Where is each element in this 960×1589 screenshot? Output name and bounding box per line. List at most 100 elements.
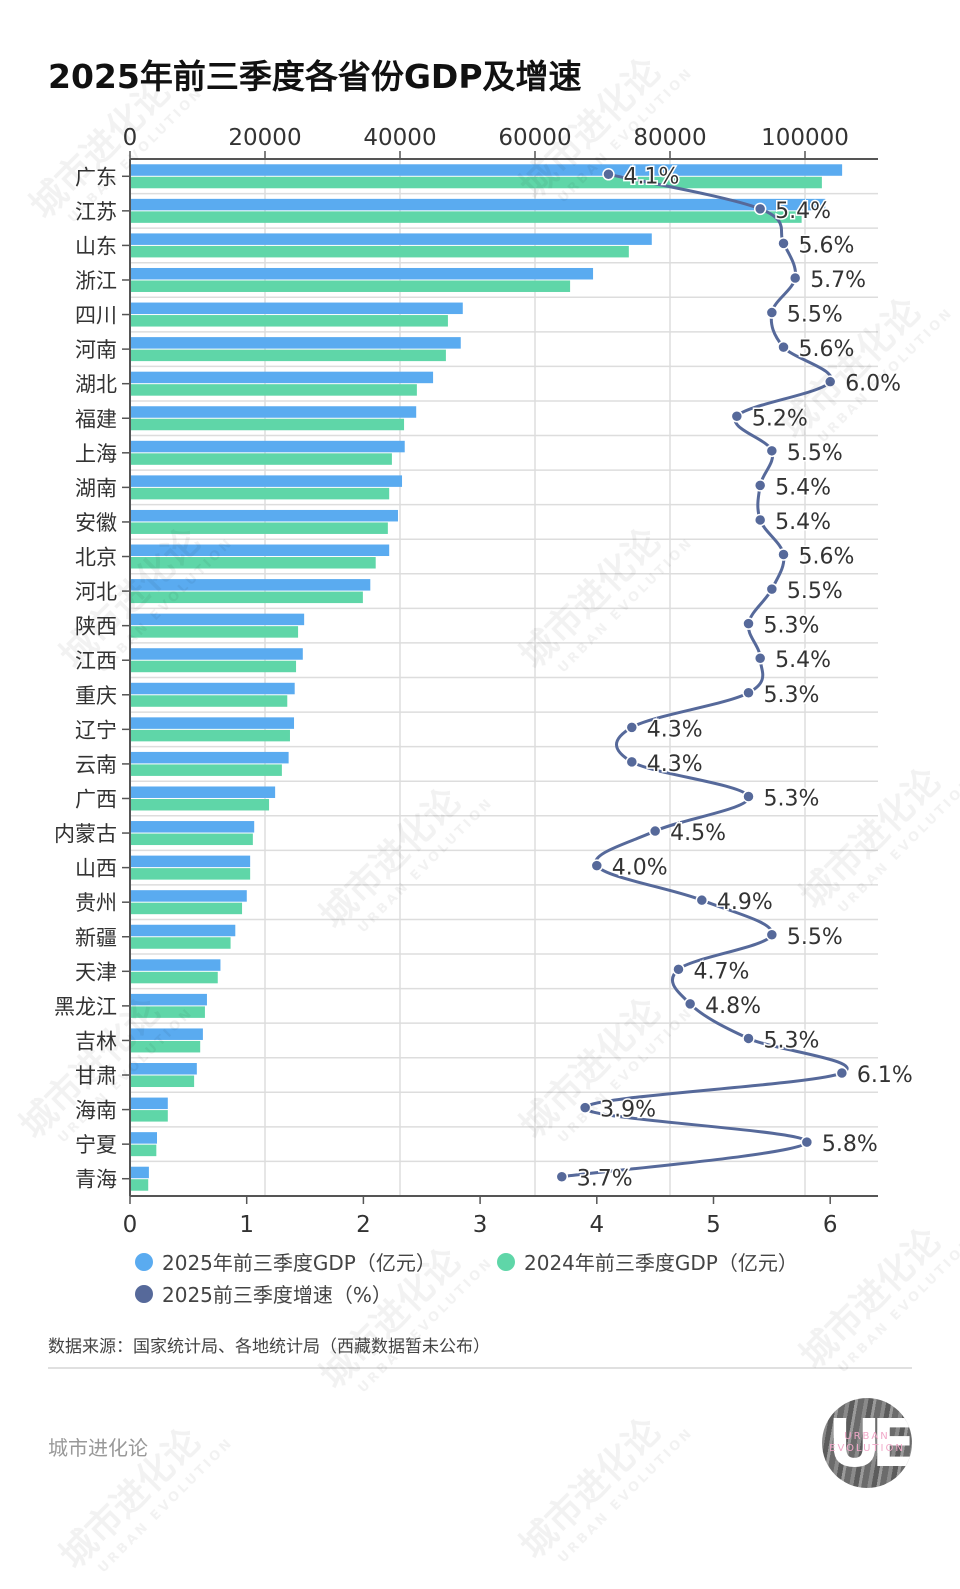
chart-title: 2025年前三季度各省份GDP及增速 bbox=[48, 57, 582, 96]
growth-label: 4.8% bbox=[705, 994, 761, 1019]
bottom-axis-tick-label: 1 bbox=[239, 1212, 254, 1238]
bar-gdp2025 bbox=[130, 1166, 149, 1179]
bar-gdp2025 bbox=[130, 475, 403, 487]
growth-point bbox=[835, 1066, 849, 1080]
growth-point bbox=[695, 893, 709, 907]
bottom-axis-tick-label: 0 bbox=[123, 1212, 138, 1238]
growth-point bbox=[753, 513, 767, 527]
bar-gdp2025 bbox=[130, 717, 295, 729]
growth-label: 5.4% bbox=[775, 648, 831, 673]
category-label: 广西 bbox=[75, 787, 117, 811]
growth-point bbox=[753, 479, 767, 492]
growth-label: 5.8% bbox=[822, 1132, 878, 1157]
bar-gdp2024 bbox=[130, 211, 802, 223]
category-label: 广东 bbox=[75, 165, 117, 189]
growth-label: 6.0% bbox=[845, 372, 901, 397]
bar-gdp2024 bbox=[130, 971, 218, 984]
growth-label: 5.5% bbox=[787, 303, 843, 328]
bar-gdp2025 bbox=[130, 751, 289, 764]
bar-gdp2025 bbox=[130, 993, 207, 1006]
growth-point bbox=[648, 824, 662, 838]
top-axis-tick-label: 0 bbox=[123, 125, 138, 151]
bar-gdp2024 bbox=[130, 1006, 205, 1018]
bottom-axis-tick-label: 2 bbox=[356, 1212, 371, 1238]
top-axis-tick-label: 100000 bbox=[761, 125, 849, 151]
divider bbox=[48, 1367, 912, 1369]
growth-point bbox=[765, 444, 779, 458]
growth-point bbox=[730, 410, 744, 423]
growth-point bbox=[823, 375, 837, 388]
legend-label: 2025前三季度增速（%） bbox=[162, 1283, 392, 1307]
bar-gdp2025 bbox=[130, 682, 295, 695]
growth-point bbox=[788, 271, 802, 285]
growth-label: 3.7% bbox=[577, 1167, 633, 1192]
legend-item-gdp2024[interactable]: 2024年前三季度GDP（亿元） bbox=[497, 1247, 798, 1276]
growth-label: 5.6% bbox=[799, 337, 855, 362]
bar-gdp2025 bbox=[130, 786, 276, 798]
category-label: 安徽 bbox=[75, 511, 117, 535]
category-label: 湖南 bbox=[75, 476, 117, 500]
growth-label: 5.4% bbox=[775, 475, 831, 500]
legend-label: 2025年前三季度GDP（亿元） bbox=[162, 1251, 436, 1275]
category-label: 天津 bbox=[75, 960, 117, 984]
growth-label: 5.3% bbox=[764, 614, 820, 639]
growth-point bbox=[765, 582, 779, 596]
bar-gdp2024 bbox=[130, 245, 629, 258]
growth-point bbox=[753, 651, 767, 665]
bar-gdp2024 bbox=[130, 660, 297, 673]
bar-gdp2024 bbox=[130, 729, 290, 742]
category-label: 陕西 bbox=[75, 615, 117, 639]
top-axis-tick-label: 80000 bbox=[633, 125, 706, 151]
bar-gdp2025 bbox=[130, 959, 221, 971]
bar-gdp2024 bbox=[130, 315, 448, 327]
legend-item-growth[interactable]: 2025前三季度增速（%） bbox=[135, 1279, 392, 1308]
growth-point bbox=[742, 686, 755, 700]
bar-gdp2025 bbox=[130, 198, 826, 211]
category-label: 吉林 bbox=[75, 1029, 117, 1053]
growth-point bbox=[777, 340, 790, 354]
category-label: 青海 bbox=[75, 1168, 117, 1192]
growth-point bbox=[765, 928, 779, 941]
bar-gdp2024 bbox=[130, 349, 446, 362]
bar-gdp2025 bbox=[130, 1132, 157, 1144]
bar-gdp2024 bbox=[130, 1075, 195, 1088]
growth-point bbox=[742, 1032, 755, 1045]
growth-point bbox=[800, 1135, 814, 1149]
bar-gdp2024 bbox=[130, 384, 417, 396]
bar-gdp2024 bbox=[130, 557, 376, 569]
bar-gdp2025 bbox=[130, 648, 303, 660]
growth-point bbox=[672, 963, 685, 976]
bar-gdp2024 bbox=[130, 695, 288, 707]
growth-label: 4.0% bbox=[612, 856, 668, 881]
category-label: 云南 bbox=[75, 753, 117, 777]
growth-label: 5.4% bbox=[775, 510, 831, 535]
logo-line2: EVOLUTION bbox=[829, 1443, 905, 1454]
bar-gdp2024 bbox=[130, 1110, 168, 1122]
growth-point bbox=[683, 997, 697, 1011]
logo-line1: URBAN bbox=[844, 1431, 890, 1442]
growth-label: 5.3% bbox=[764, 1028, 820, 1053]
growth-point bbox=[777, 548, 790, 561]
bar-gdp2025 bbox=[130, 613, 305, 626]
growth-label: 6.1% bbox=[857, 1063, 913, 1088]
growth-label: 4.9% bbox=[717, 890, 773, 915]
legend-item-gdp2025[interactable]: 2025年前三季度GDP（亿元） bbox=[135, 1247, 436, 1276]
bar-gdp2025 bbox=[130, 544, 390, 557]
growth-label: 4.7% bbox=[693, 959, 749, 984]
bottom-axis-tick-label: 6 bbox=[823, 1212, 838, 1238]
growth-label: 4.3% bbox=[647, 717, 703, 742]
data-source-note: 数据来源：国家统计局、各地统计局（西藏数据暂未公布） bbox=[48, 1337, 490, 1357]
growth-label: 5.6% bbox=[799, 545, 855, 570]
growth-label: 4.5% bbox=[670, 821, 726, 846]
growth-label: 5.2% bbox=[752, 406, 808, 431]
category-label: 内蒙古 bbox=[54, 822, 117, 846]
category-label: 贵州 bbox=[75, 891, 117, 915]
bar-gdp2024 bbox=[130, 833, 253, 846]
growth-label: 5.3% bbox=[764, 683, 820, 708]
bar-gdp2025 bbox=[130, 302, 463, 315]
category-label: 福建 bbox=[75, 407, 117, 431]
bar-gdp2024 bbox=[130, 176, 822, 189]
bar-gdp2024 bbox=[130, 487, 390, 500]
category-label: 甘肃 bbox=[75, 1064, 117, 1088]
bar-gdp2025 bbox=[130, 1063, 197, 1075]
